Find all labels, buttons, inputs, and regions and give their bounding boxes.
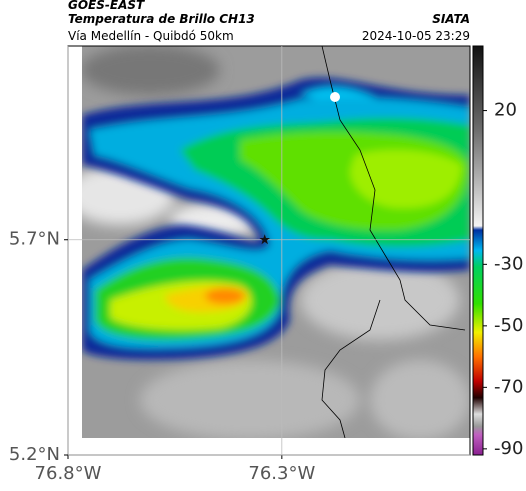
location-marker bbox=[259, 234, 270, 245]
route: Vía Medellín - Quibdó 50km bbox=[68, 29, 234, 43]
colorbar bbox=[472, 45, 484, 456]
colorbar-tick-label: 20 bbox=[494, 100, 517, 121]
satellite-image bbox=[82, 46, 470, 438]
x-tick-label: 76.8°W bbox=[35, 463, 102, 484]
source: SIATA bbox=[432, 12, 470, 26]
colorbar-tick-label: -90 bbox=[494, 438, 523, 459]
x-tick-label: 76.3°W bbox=[248, 463, 315, 484]
subtitle: Temperatura de Brillo CH13 bbox=[68, 12, 255, 26]
title: GOES-EAST bbox=[68, 0, 145, 12]
axes: 76.8°W 76.3°W 5.2°N 5.7°N 20 -30 -50 -70 -90 bbox=[9, 46, 523, 484]
y-tick-label: 5.7°N bbox=[9, 229, 60, 250]
y-tick-label: 5.2°N bbox=[9, 444, 60, 465]
colorbar-tick-label: -70 bbox=[494, 376, 523, 397]
colorbar-tick-label: -50 bbox=[494, 315, 523, 336]
colorbar-tick-label: -30 bbox=[494, 253, 523, 274]
timestamp: 2024-10-05 23:29 bbox=[362, 29, 470, 43]
